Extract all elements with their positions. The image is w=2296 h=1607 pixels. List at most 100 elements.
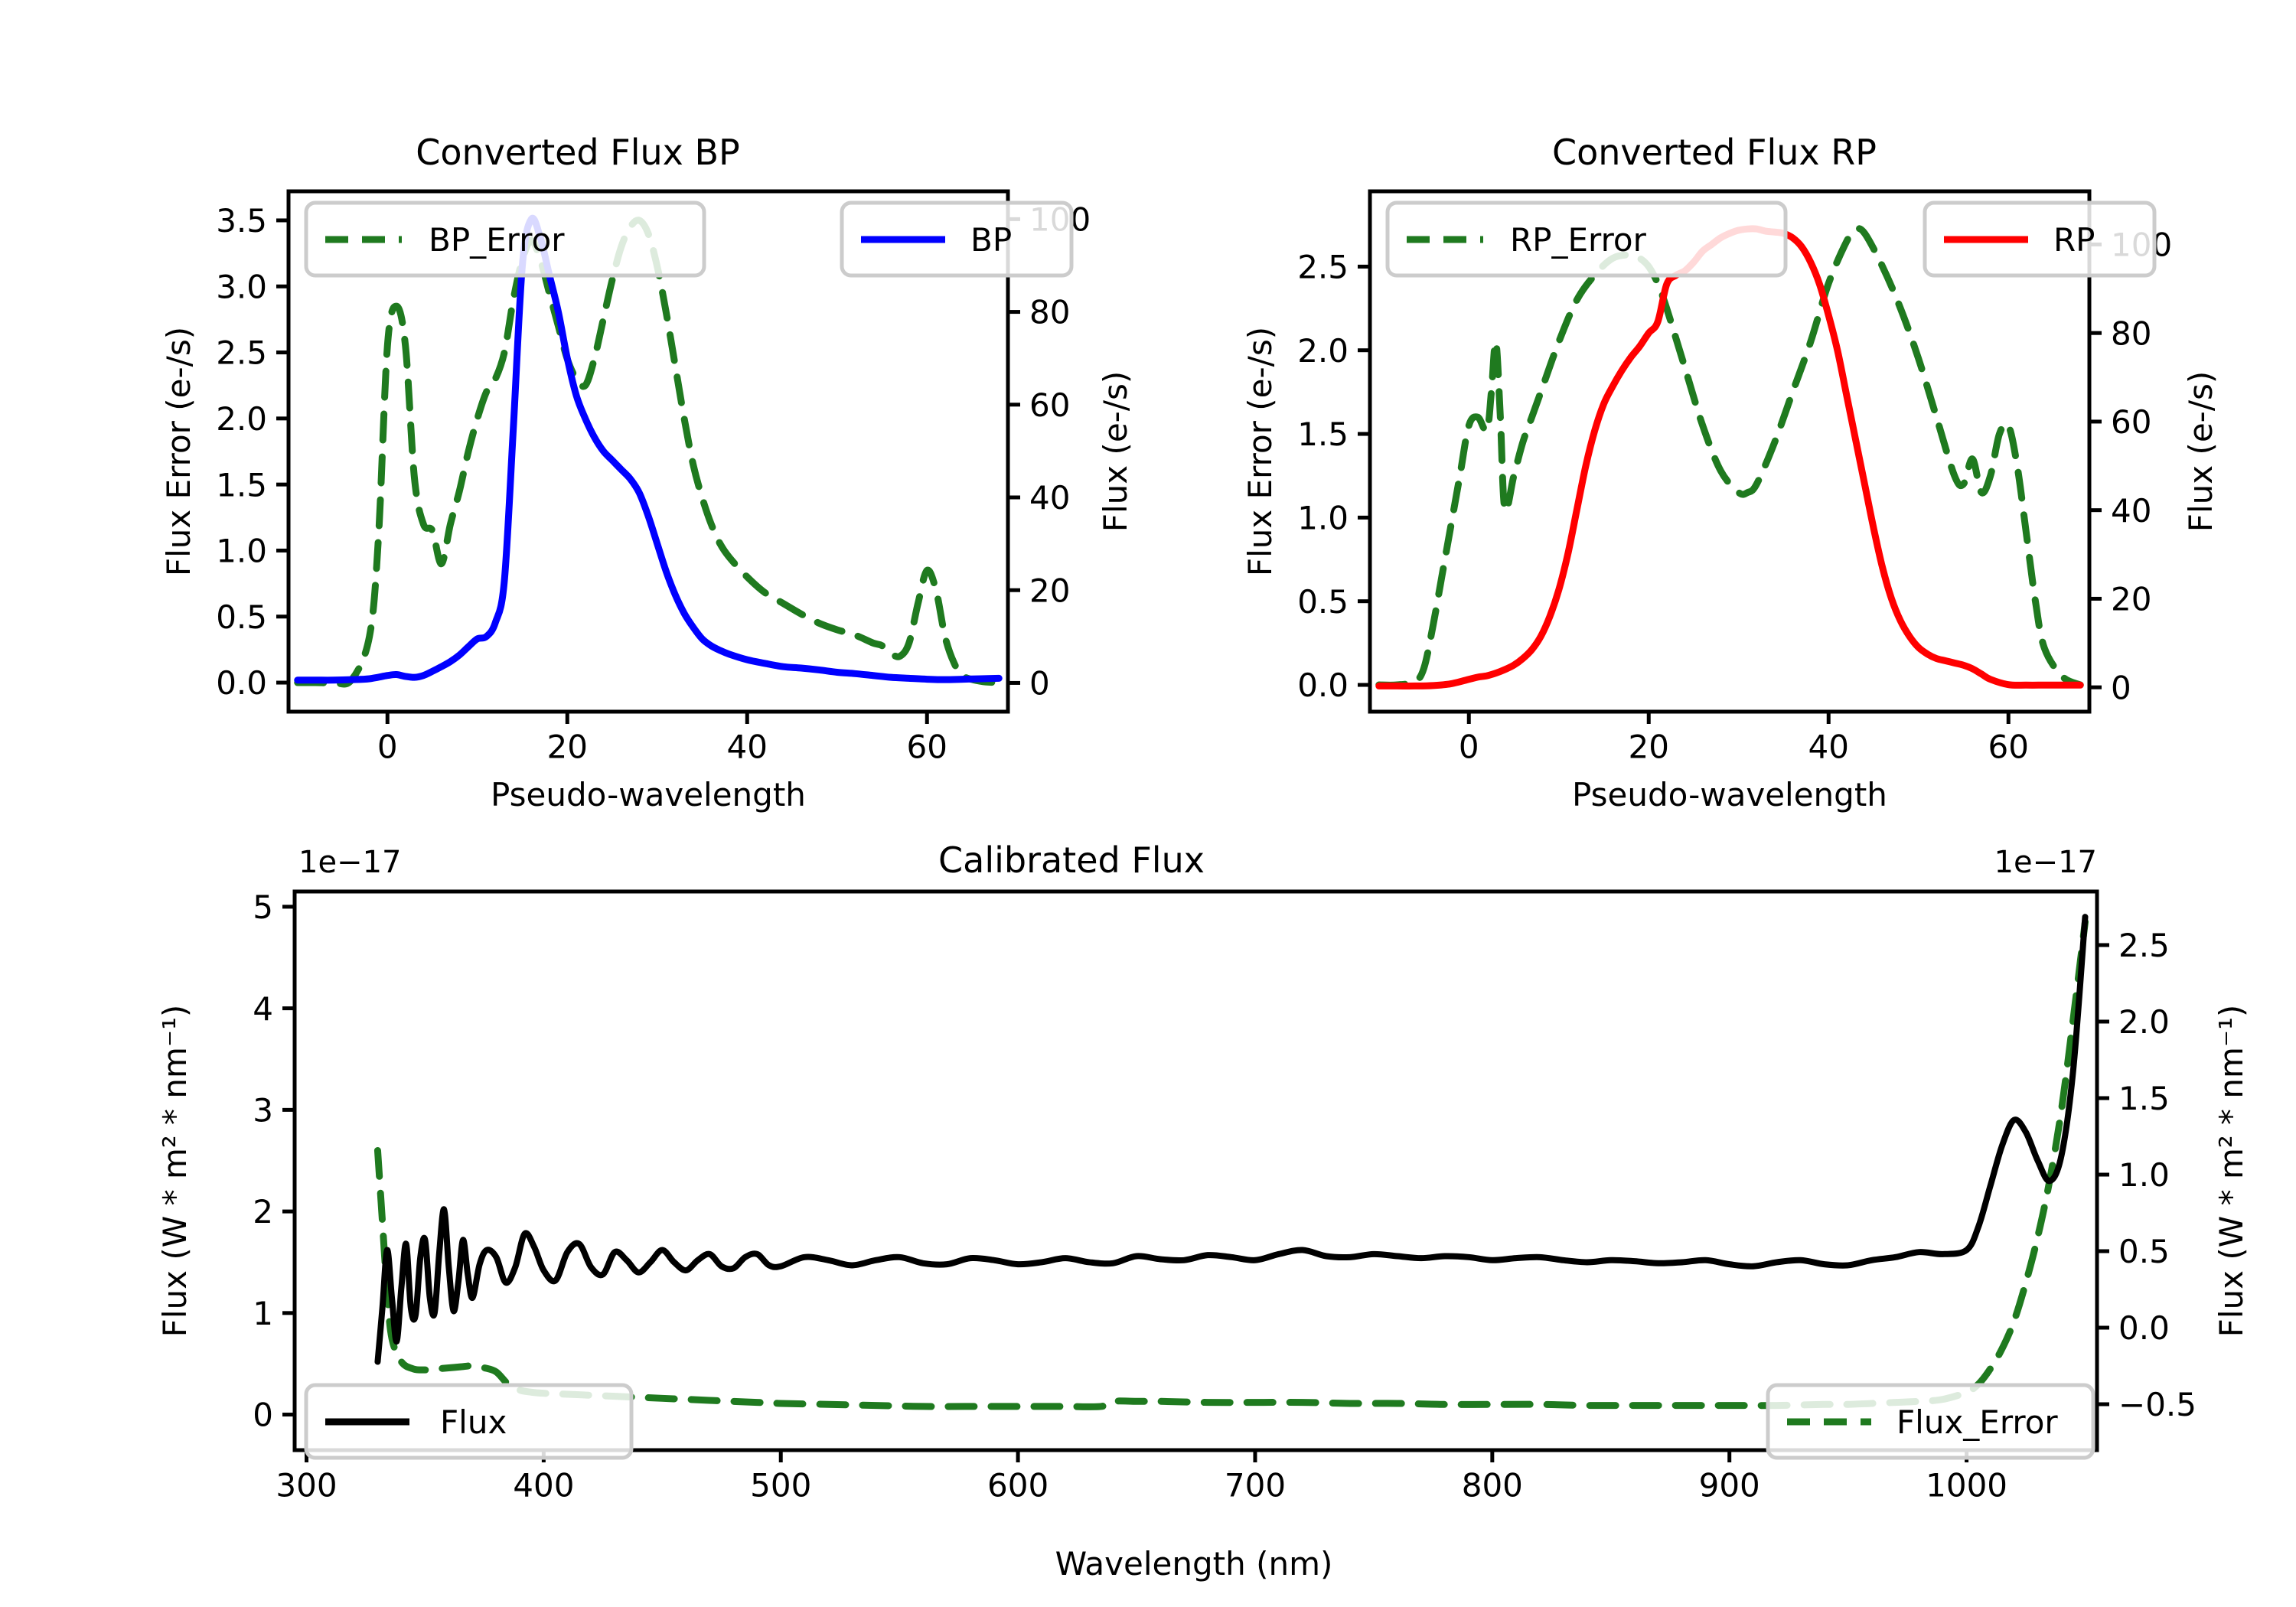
- tick-label: 60: [907, 728, 947, 765]
- bp-legend-error[interactable]: BP_Error: [304, 200, 706, 278]
- tick-label: 0.5: [216, 598, 267, 636]
- calibrated-xlabel: Wavelength (nm): [1055, 1545, 1333, 1583]
- rp-curves: [1375, 225, 2084, 689]
- tick-label: 0: [1459, 728, 1479, 765]
- bp-ylabel-left: Flux Error (e-/s): [160, 327, 197, 576]
- rp-legend-flux[interactable]: RP: [1923, 200, 2157, 278]
- bp-error-legend-label: BP_Error: [429, 221, 565, 259]
- tick-label: 300: [276, 1466, 337, 1504]
- calibrated-panel-title: Calibrated Flux: [938, 839, 1205, 881]
- calibrated-legend-error[interactable]: Flux_Error: [1766, 1383, 2095, 1460]
- tick-label: 2.5: [216, 334, 267, 372]
- tick-label: 80: [2111, 315, 2151, 352]
- bp-x-axis-ticks: 0 20 40 60: [377, 712, 947, 765]
- tick-label: 1.0: [2118, 1156, 2170, 1194]
- rp-xlabel: Pseudo-wavelength: [1572, 776, 1887, 813]
- rp-panel-title: Converted Flux RP: [1552, 132, 1877, 173]
- calibrated-error-curve: [373, 918, 2089, 1410]
- tick-label: 2: [253, 1193, 273, 1231]
- calibrated-ylabel-right: Flux (W * m² * nm⁻¹): [2213, 1005, 2250, 1338]
- tick-label: 1000: [1926, 1466, 2007, 1504]
- panel-converted-flux-rp: Converted Flux RP 0.0 0.5 1.0 1.5 2.0 2.5 0 20…: [1241, 132, 2219, 813]
- tick-label: 2.0: [2118, 1003, 2170, 1041]
- rp-plot-frame: [1368, 189, 2092, 714]
- tick-label: 3.0: [216, 268, 267, 305]
- rp-error-curve: [1375, 225, 2084, 689]
- tick-label: 2.0: [216, 400, 267, 438]
- bp-curves: [294, 214, 1003, 688]
- panel-converted-flux-bp: Converted Flux BP 0.0 0.5 1.0 1.5 2.0 2.5 3.0 3…: [160, 132, 1134, 813]
- tick-label: 1.5: [1297, 416, 1349, 453]
- calibrated-left-axis-ticks: 0 1 2 3 4 5: [253, 888, 295, 1434]
- tick-label: 900: [1699, 1466, 1760, 1504]
- tick-label: 600: [987, 1466, 1049, 1504]
- tick-label: 40: [727, 728, 768, 765]
- calibrated-left-offset-label: 1e−17: [298, 845, 401, 880]
- tick-label: 3.5: [216, 202, 267, 240]
- bp-plot-frame: [286, 189, 1010, 714]
- tick-label: 0.5: [1297, 583, 1349, 621]
- tick-label: 0: [377, 728, 398, 765]
- tick-label: 700: [1225, 1466, 1286, 1504]
- calibrated-x-axis-ticks: 300 400 500 600 700 800 900 1000: [276, 1450, 2007, 1504]
- panel-calibrated-flux: Calibrated Flux 1e−17 1e−17 0 1 2 3 4 5 −0.5 0…: [156, 839, 2250, 1583]
- calibrated-ylabel-left: Flux (W * m² * nm⁻¹): [156, 1005, 194, 1338]
- tick-label: 2.5: [2118, 927, 2170, 964]
- bp-ylabel-right: Flux (e-/s): [1097, 371, 1134, 532]
- calibrated-legend-flux[interactable]: Flux: [304, 1383, 634, 1460]
- rp-x-axis-ticks: 0 20 40 60: [1459, 712, 2029, 765]
- tick-label: 0.0: [216, 664, 267, 702]
- tick-label: 0: [1029, 665, 1050, 702]
- tick-label: 0.0: [2118, 1309, 2170, 1347]
- calibrated-flux-curve: [374, 914, 2089, 1365]
- rp-error-legend-label: RP_Error: [1510, 221, 1647, 259]
- bp-error-curve: [294, 217, 1003, 688]
- tick-label: 0.5: [2118, 1233, 2170, 1270]
- tick-label: 20: [547, 728, 588, 765]
- tick-label: 1.5: [2118, 1080, 2170, 1117]
- bp-left-axis-ticks: 0.0 0.5 1.0 1.5 2.0 2.5 3.0 3.5: [216, 202, 289, 702]
- rp-left-axis-ticks: 0.0 0.5 1.0 1.5 2.0 2.5: [1297, 249, 1370, 704]
- bp-flux-curve: [294, 214, 1003, 684]
- tick-label: 2.5: [1297, 249, 1349, 286]
- tick-label: 0.0: [1297, 667, 1349, 704]
- tick-label: 800: [1462, 1466, 1523, 1504]
- calibrated-error-legend-label: Flux_Error: [1896, 1403, 2058, 1441]
- tick-label: 60: [2111, 403, 2151, 441]
- tick-label: 40: [1808, 728, 1849, 765]
- rp-right-axis-ticks: 020406080100: [2089, 227, 2172, 706]
- tick-label: 1: [253, 1295, 273, 1332]
- tick-label: 1.0: [216, 533, 267, 570]
- tick-label: 0: [2111, 669, 2131, 706]
- tick-label: −0.5: [2118, 1386, 2197, 1423]
- bp-xlabel: Pseudo-wavelength: [491, 776, 806, 813]
- tick-label: 5: [253, 888, 273, 926]
- tick-label: 20: [1029, 572, 1070, 609]
- calibrated-flux-legend-label: Flux: [440, 1403, 507, 1441]
- bp-flux-legend-label: BP: [970, 221, 1012, 259]
- tick-label: 3: [253, 1091, 273, 1129]
- bp-legend-flux[interactable]: BP: [840, 200, 1074, 278]
- tick-label: 60: [1988, 728, 2029, 765]
- rp-flux-legend-label: RP: [2053, 221, 2095, 259]
- tick-label: 80: [1029, 294, 1070, 331]
- tick-label: 2.0: [1297, 332, 1349, 370]
- calibrated-right-axis-ticks: −0.5 0.0 0.5 1.0 1.5 2.0 2.5: [2097, 927, 2197, 1423]
- tick-label: 0: [253, 1397, 273, 1434]
- tick-label: 1.5: [216, 466, 267, 504]
- tick-label: 40: [1029, 479, 1070, 517]
- calibrated-curves: [373, 914, 2089, 1410]
- calibrated-right-offset-label: 1e−17: [1994, 845, 2097, 880]
- tick-label: 1.0: [1297, 499, 1349, 536]
- rp-legend-error[interactable]: RP_Error: [1385, 200, 1788, 278]
- tick-label: 500: [750, 1466, 811, 1504]
- tick-label: 20: [1629, 728, 1669, 765]
- bp-panel-title: Converted Flux BP: [416, 132, 740, 173]
- rp-ylabel-right: Flux (e-/s): [2182, 371, 2219, 532]
- rp-ylabel-left: Flux Error (e-/s): [1241, 327, 1279, 576]
- calibrated-plot-frame: [292, 889, 2099, 1452]
- tick-label: 400: [513, 1466, 574, 1504]
- tick-label: 20: [2111, 581, 2151, 618]
- tick-label: 40: [2111, 492, 2151, 530]
